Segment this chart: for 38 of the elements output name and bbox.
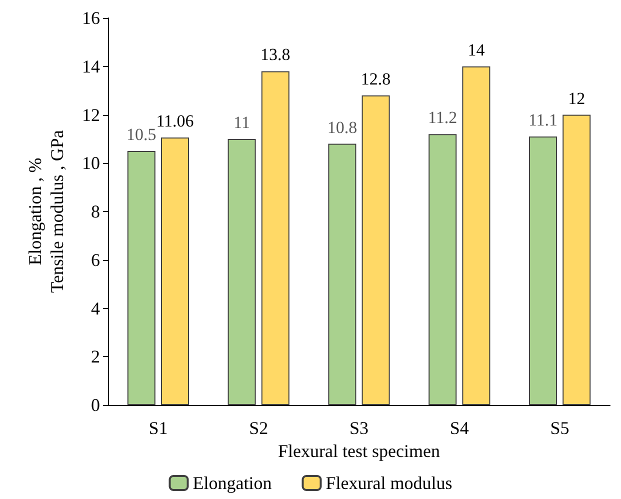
data-label: 11 bbox=[234, 112, 250, 132]
legend-label: Elongation bbox=[192, 473, 272, 493]
bar bbox=[529, 136, 557, 405]
y-tick-label: 8 bbox=[91, 202, 100, 222]
legend-label: Flexural modulus bbox=[326, 473, 452, 493]
data-label: 11.2 bbox=[428, 108, 458, 128]
bar bbox=[261, 71, 290, 405]
bar bbox=[362, 95, 390, 405]
x-axis-title: Flexural test specimen bbox=[278, 440, 440, 461]
x-tick-label: S4 bbox=[450, 418, 469, 438]
bar bbox=[127, 151, 156, 405]
y-tick-label: 14 bbox=[82, 56, 100, 76]
data-label: 11.06 bbox=[156, 111, 194, 130]
data-label: 10.5 bbox=[126, 125, 156, 144]
bar bbox=[161, 137, 189, 405]
x-tick-label: S5 bbox=[550, 418, 570, 438]
data-label: 10.8 bbox=[327, 118, 358, 137]
y-tick-label: 16 bbox=[82, 8, 100, 28]
x-tick-label: S1 bbox=[148, 418, 168, 438]
y-tick-label: 6 bbox=[91, 250, 100, 270]
bar bbox=[228, 138, 256, 405]
y-tick-label: 0 bbox=[91, 395, 100, 415]
y-tick-label: 2 bbox=[91, 346, 100, 367]
y-tick-label: 10 bbox=[82, 153, 100, 174]
y-tick-label: 12 bbox=[82, 104, 100, 125]
bar bbox=[462, 66, 490, 405]
x-tick-label: S3 bbox=[349, 418, 369, 438]
data-label: 12.8 bbox=[360, 69, 391, 88]
y-axis-title: Elongation , % Tensile modulus , GPa bbox=[25, 130, 67, 293]
bar bbox=[562, 114, 591, 405]
data-label: 11.1 bbox=[528, 110, 558, 130]
bar bbox=[328, 144, 356, 405]
x-tick-label: S2 bbox=[249, 418, 268, 438]
data-label: 14 bbox=[468, 40, 486, 60]
data-label: 13.8 bbox=[260, 45, 290, 64]
bar bbox=[428, 134, 457, 405]
data-label: 12 bbox=[568, 88, 586, 108]
y-tick-label: 4 bbox=[91, 298, 100, 318]
